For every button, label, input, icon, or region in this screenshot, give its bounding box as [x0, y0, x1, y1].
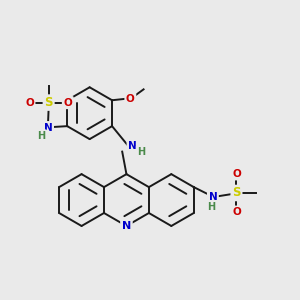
Text: O: O	[126, 94, 135, 104]
Text: S: S	[44, 96, 53, 109]
Text: N: N	[122, 221, 131, 231]
Text: O: O	[63, 98, 72, 108]
Text: O: O	[232, 207, 241, 217]
Text: O: O	[25, 98, 34, 108]
Text: H: H	[207, 202, 215, 212]
Text: O: O	[232, 169, 241, 179]
Text: H: H	[137, 147, 146, 157]
Text: N: N	[128, 141, 137, 151]
Text: N: N	[44, 123, 52, 133]
Text: S: S	[232, 187, 241, 200]
Text: H: H	[38, 131, 46, 141]
Text: N: N	[208, 192, 217, 203]
